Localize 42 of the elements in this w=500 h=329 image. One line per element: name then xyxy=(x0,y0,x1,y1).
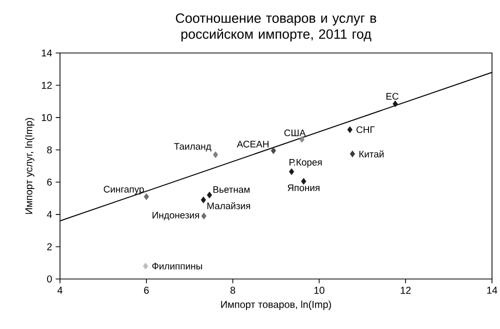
y-tick-label: 14 xyxy=(42,50,52,56)
point xyxy=(206,192,212,198)
annotation: Р.Корея xyxy=(290,158,322,168)
annotation: Филиппины xyxy=(152,262,202,270)
y-tick-label: 4 xyxy=(46,210,52,218)
point xyxy=(201,212,206,220)
x-axis-title: Импорт товаров, ln(Imp) xyxy=(221,300,331,310)
y-tick-label: 8 xyxy=(47,146,52,154)
point xyxy=(144,193,149,200)
point xyxy=(288,168,294,176)
point xyxy=(142,262,148,270)
annotation: АСЕАН xyxy=(236,140,268,148)
annotation: Таиланд xyxy=(174,143,212,152)
y-tick-label: 10 xyxy=(42,114,52,122)
point xyxy=(212,151,218,158)
annotation: ЕС xyxy=(386,92,398,100)
x-tick-label: 4 xyxy=(57,286,62,294)
y-axis-title: Импорт услуг, ln(Imp) xyxy=(25,118,34,214)
y-tick-label: 12 xyxy=(42,82,52,89)
point xyxy=(350,150,356,158)
x-tick-label: 8 xyxy=(230,286,236,294)
annotation: СНГ xyxy=(356,126,375,134)
y-tick-label: 0 xyxy=(47,275,52,283)
y-tick-label: 6 xyxy=(47,178,52,186)
annotation: Япония xyxy=(288,184,320,192)
x-tick-label: 12 xyxy=(400,286,411,294)
x-tick-label: 10 xyxy=(314,286,324,294)
y-tick-label: 2 xyxy=(47,243,52,250)
point xyxy=(200,196,206,204)
point xyxy=(301,178,306,185)
chart-title: Соотношение товаров и услуг в российском импорте, 2011 год xyxy=(176,13,376,42)
point xyxy=(347,126,352,134)
point xyxy=(270,147,276,154)
x-tick-label: 6 xyxy=(144,286,149,294)
point xyxy=(392,100,398,108)
annotation: Индонезия xyxy=(152,212,200,220)
annotation: Вьетнам xyxy=(213,186,250,193)
annotation: Сингапур xyxy=(104,186,144,194)
annotation: США xyxy=(284,129,306,136)
annotation: Китай xyxy=(359,150,384,158)
annotation: Малайзия xyxy=(207,202,250,210)
x-tick-label: 14 xyxy=(487,286,498,294)
